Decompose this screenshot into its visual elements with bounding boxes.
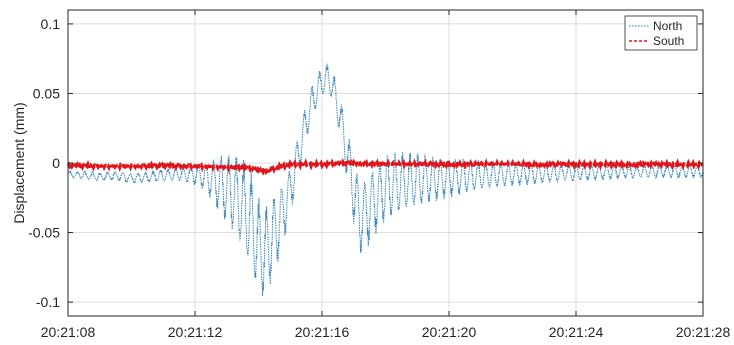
x-tick-label-3: 20:21:20 [422, 324, 477, 340]
y-axis-label: Displacement (mm) [11, 102, 27, 223]
legend-label-south: South [653, 34, 684, 48]
legend-label-north: North [653, 19, 682, 33]
y-tick-label-2: 0 [52, 155, 60, 171]
x-tick-label-0: 20:21:08 [41, 324, 96, 340]
x-tick-label-5: 20:21:28 [676, 324, 731, 340]
y-tick-label-3: 0.05 [33, 85, 60, 101]
ticks: 20:21:08 20:21:12 20:21:16 20:21:20 20:21:24… [28, 10, 730, 340]
series-south-line [66, 158, 704, 176]
legend-box [624, 15, 698, 51]
legend: North South [624, 15, 698, 51]
series-north-line [67, 63, 704, 296]
series-layer [66, 63, 704, 296]
y-tick-label-1: -0.05 [28, 225, 60, 241]
x-tick-label-1: 20:21:12 [168, 324, 223, 340]
y-tick-label-4: 0.1 [41, 16, 61, 32]
x-tick-label-2: 20:21:16 [295, 324, 350, 340]
x-tick-label-4: 20:21:24 [549, 324, 604, 340]
y-tick-label-0: -0.1 [36, 294, 60, 310]
